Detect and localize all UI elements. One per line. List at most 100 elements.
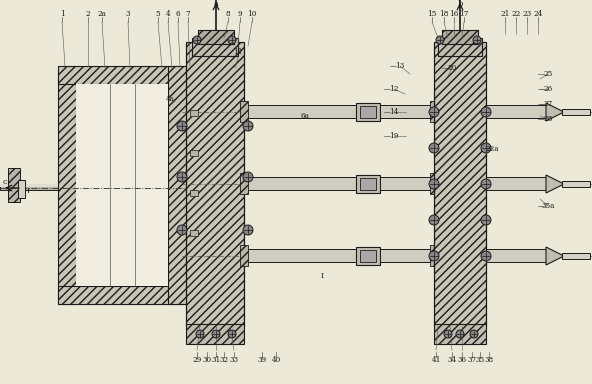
Text: 1: 1 [60,10,65,18]
Text: 39: 39 [258,356,266,364]
Bar [434,324,486,344]
Polygon shape [546,175,564,193]
Bar [76,84,168,286]
Bar [356,247,380,265]
Text: 15: 15 [427,10,437,18]
Circle shape [444,330,452,338]
Text: 32: 32 [220,356,229,364]
Circle shape [473,36,481,44]
Bar [240,245,248,266]
Circle shape [212,330,220,338]
Text: 16: 16 [449,10,459,18]
Text: 13: 13 [395,62,404,70]
Bar [58,286,186,304]
Text: 22a: 22a [485,145,498,153]
Bar [380,105,434,118]
Bar [356,175,380,193]
Bar [186,324,244,344]
Text: 8: 8 [226,10,230,18]
Text: 2: 2 [86,10,91,18]
Text: 36: 36 [458,356,466,364]
Circle shape [243,121,253,131]
Text: 14: 14 [390,108,398,116]
Text: 4a: 4a [166,95,175,103]
Circle shape [429,179,439,189]
Bar [562,109,590,115]
Bar [8,168,20,202]
Circle shape [429,107,439,117]
Bar [562,181,590,187]
Bar [58,70,76,304]
Circle shape [228,36,236,44]
Bar [430,173,438,194]
Text: 7: 7 [186,10,190,18]
Text: a: a [214,0,218,8]
Bar [434,42,486,326]
Text: 24: 24 [533,10,543,18]
Circle shape [429,143,439,153]
Bar [186,42,244,326]
Bar [380,249,434,262]
Bar [58,66,186,84]
Bar [360,106,376,118]
Text: 4: 4 [166,10,170,18]
Text: 40: 40 [271,356,281,364]
Text: 41: 41 [432,356,440,364]
Circle shape [481,143,491,153]
Bar [168,66,188,304]
Bar [18,180,25,198]
Text: 12: 12 [390,85,398,93]
Polygon shape [546,103,564,121]
Bar [430,245,438,266]
Text: 31: 31 [211,356,221,364]
Circle shape [196,330,204,338]
Bar [190,190,198,196]
Bar [486,105,548,118]
Text: 35a: 35a [541,202,555,210]
Text: 6a: 6a [301,112,310,120]
Text: 9: 9 [237,10,242,18]
Bar [430,101,438,122]
Bar [486,177,548,190]
Circle shape [481,251,491,261]
Bar [240,101,248,122]
Circle shape [243,172,253,182]
Circle shape [177,225,187,235]
Text: 10: 10 [247,10,257,18]
Text: 18: 18 [439,10,449,18]
Text: 27: 27 [543,100,552,108]
Bar [356,103,380,121]
Text: c: c [3,178,7,186]
Text: 11: 11 [233,48,243,56]
Text: 34: 34 [448,356,456,364]
Circle shape [481,215,491,225]
Circle shape [470,330,478,338]
Bar [442,30,478,44]
Text: 21: 21 [500,10,510,18]
Circle shape [436,36,444,44]
Text: 38: 38 [484,356,494,364]
Text: 3: 3 [126,10,130,18]
Bar [562,253,590,259]
Bar [244,249,356,262]
Text: 26: 26 [543,85,552,93]
Text: I: I [320,272,323,280]
Bar [190,110,198,116]
Bar [190,230,198,236]
Circle shape [429,215,439,225]
Bar [190,150,198,156]
Bar [0,184,58,187]
Text: 5: 5 [156,10,160,18]
Text: 23: 23 [522,10,532,18]
Bar [198,30,234,44]
Bar [486,249,548,262]
Circle shape [193,36,201,44]
Text: 37: 37 [468,356,477,364]
Bar [244,105,356,118]
Bar [380,177,434,190]
Circle shape [481,179,491,189]
Circle shape [177,172,187,182]
Bar [244,177,356,190]
Text: 29: 29 [192,356,202,364]
Text: 33: 33 [230,356,239,364]
